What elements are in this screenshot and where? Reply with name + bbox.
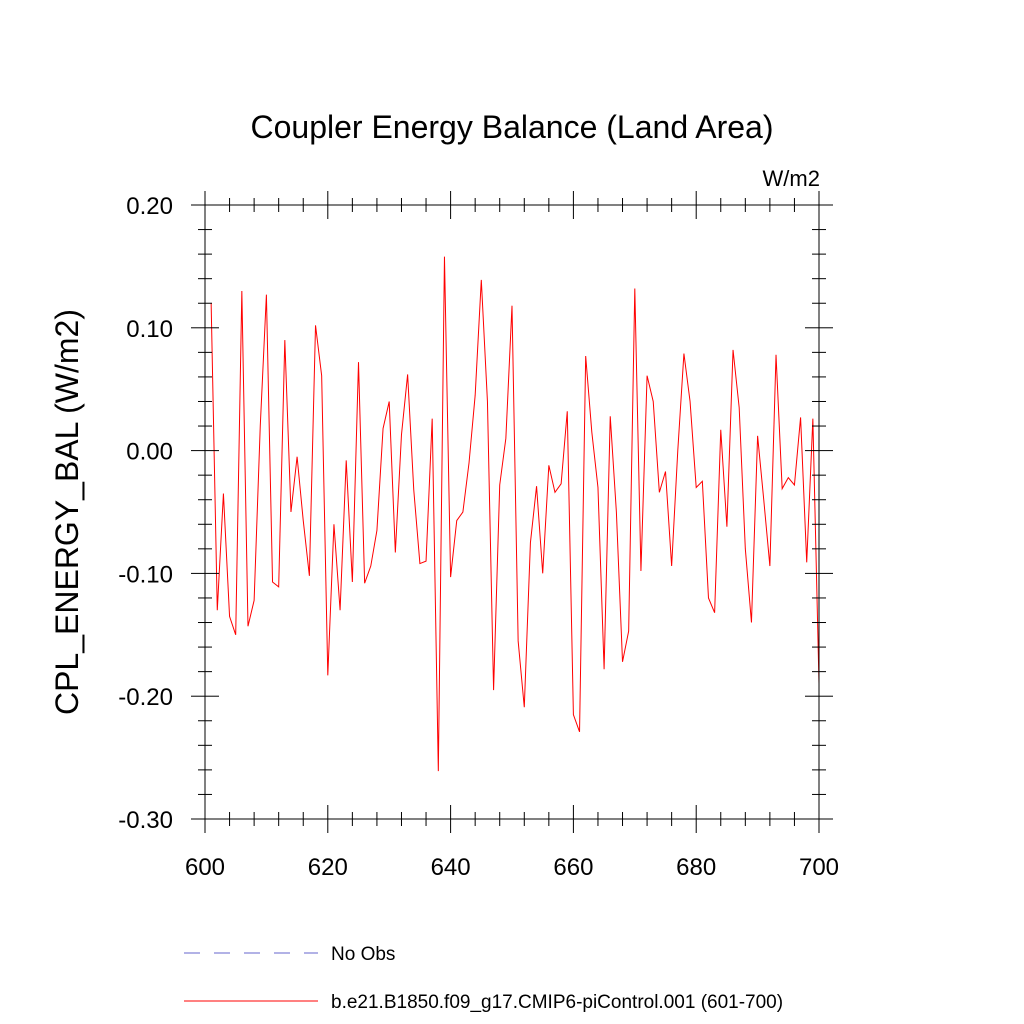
y-tick-label: 0.10 [126,316,173,343]
x-tick-label: 660 [553,854,593,881]
x-tick-label: 620 [308,854,348,881]
chart-title: Coupler Energy Balance (Land Area) [251,109,774,145]
tick-layer: 600 620 640 660 680 700 0.20 0.10 0.00 -0.10 -0.20… [118,191,839,881]
legend: No Obs b.e21.B1850.f09_g17.CMIP6-piContro… [184,944,783,1013]
x-tick-label: 700 [799,854,839,881]
y-tick-label: -0.30 [118,807,173,834]
y-tick-label: 0.20 [126,193,173,220]
y-tick-label: -0.10 [118,561,173,588]
units-label: W/m2 [763,166,820,191]
series-line-0 [210,256,820,772]
series-layer [210,256,820,772]
x-tick-label: 640 [431,854,471,881]
x-tick-label: 600 [185,854,225,881]
y-axis-label: CPL_ENERGY_BAL (W/m2) [49,309,85,715]
legend-label-1: b.e21.B1850.f09_g17.CMIP6-piControl.001 … [331,992,783,1013]
plot-frame [204,204,820,820]
x-tick-label: 680 [676,854,716,881]
y-tick-label: -0.20 [118,684,173,711]
y-tick-label: 0.00 [126,439,173,466]
legend-label-0: No Obs [331,944,395,965]
